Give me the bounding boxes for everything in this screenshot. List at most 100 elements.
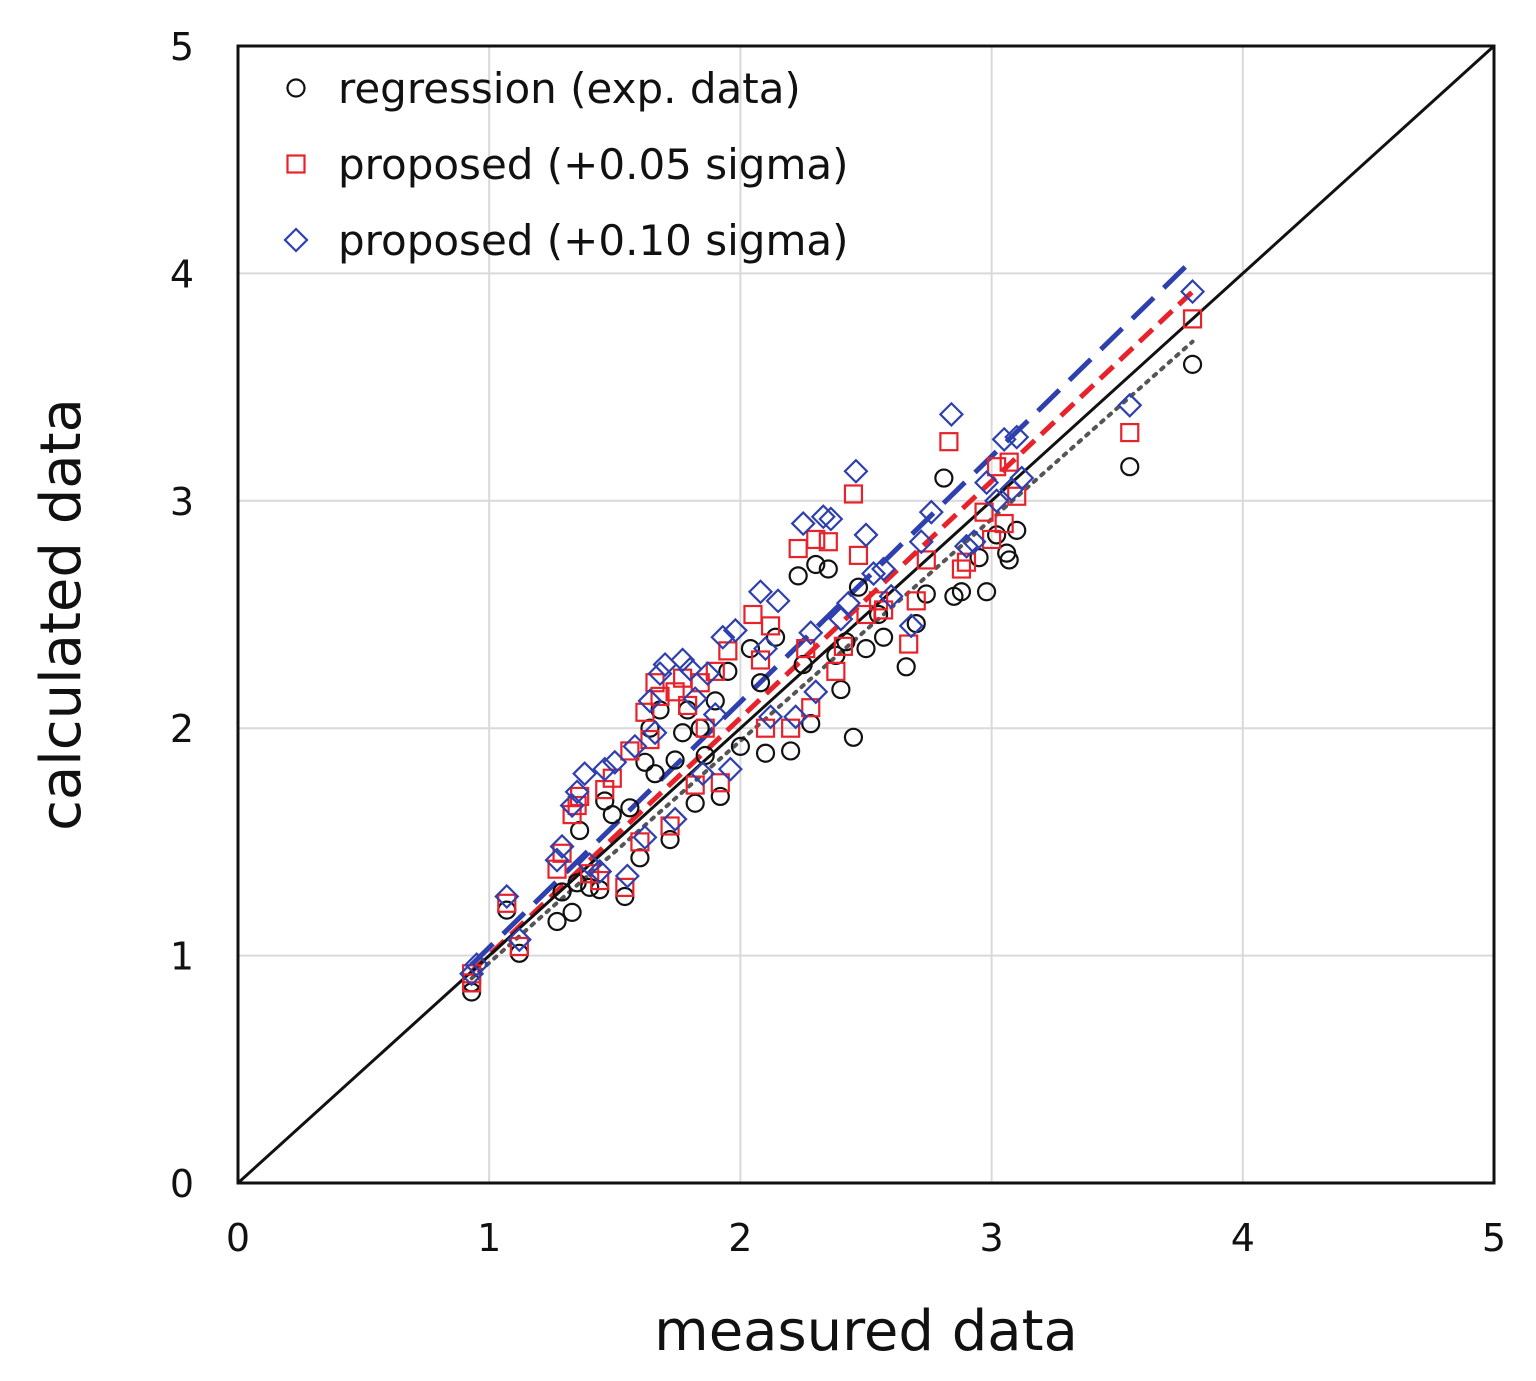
- data-point-diamond: [974, 470, 1000, 496]
- data-point-diamond: [622, 733, 648, 759]
- data-point-circle: [836, 632, 856, 652]
- data-point-circle: [951, 582, 972, 602]
- data-point-diamond: [710, 624, 736, 650]
- data-point-diamond: [464, 952, 490, 978]
- x-tick-label: 2: [728, 1216, 752, 1260]
- y-tick-label: 3: [170, 480, 194, 524]
- data-point-square: [951, 559, 972, 579]
- data-point-circle: [580, 877, 600, 897]
- x-tick-label: 0: [226, 1216, 250, 1260]
- data-point-square: [743, 604, 763, 625]
- y-axis-title: calculated data: [29, 398, 94, 831]
- data-point-circle: [547, 911, 567, 932]
- data-point-circle: [1007, 520, 1027, 540]
- x-tick-label: 4: [1231, 1216, 1255, 1260]
- data-point-diamond: [810, 504, 836, 530]
- legend-marker-square: [286, 154, 306, 174]
- data-point-circle: [630, 848, 650, 868]
- data-point-diamond: [592, 756, 618, 782]
- data-point-square: [848, 545, 869, 565]
- data-point-diamond: [690, 761, 716, 787]
- data-point-circle: [730, 736, 751, 756]
- y-tick-labels: 0 1 2 3 4 5: [170, 25, 194, 1206]
- data-point-circle: [562, 902, 582, 922]
- data-point-diamond: [747, 579, 774, 605]
- data-point-diamond: [953, 533, 980, 559]
- data-point-circle: [552, 882, 572, 902]
- data-point-diamond: [577, 852, 603, 878]
- data-point-diamond: [1117, 392, 1143, 418]
- data-point-square: [1120, 422, 1140, 443]
- data-point-circle: [645, 764, 665, 784]
- data-point-square: [755, 718, 776, 738]
- data-point-diamond: [662, 806, 688, 832]
- grid-lines: [238, 46, 1494, 1183]
- data-point-circle: [868, 604, 889, 625]
- data-point-circle: [873, 627, 894, 647]
- data-point-diamond: [908, 529, 934, 555]
- data-point-square: [788, 538, 808, 559]
- data-point-diamond: [564, 779, 590, 805]
- data-point-diamond: [853, 522, 879, 548]
- legend-marker-diamond: [283, 227, 309, 253]
- data-point-diamond: [803, 679, 829, 705]
- data-point-circle: [916, 584, 936, 604]
- data-point-circle: [896, 657, 916, 677]
- data-point-diamond: [682, 686, 708, 712]
- data-point-square: [916, 550, 936, 570]
- data-point-diamond: [860, 561, 887, 587]
- data-point-square: [987, 457, 1007, 477]
- data-point-square: [615, 877, 635, 897]
- data-point-diamond: [677, 656, 703, 682]
- data-point-square: [781, 718, 801, 738]
- plot-frame: [236, 44, 1496, 1185]
- data-point-diamond: [587, 858, 613, 885]
- data-point-circle: [635, 752, 655, 772]
- data-point-square: [620, 741, 640, 761]
- data-point-circle: [848, 577, 869, 597]
- legend-label: proposed (+0.05 sigma): [338, 140, 848, 189]
- data-point-diamond: [506, 927, 532, 953]
- legend-item: proposed (+0.05 sigma): [286, 140, 848, 189]
- data-point-diamond: [614, 863, 640, 889]
- data-point-diamond: [991, 426, 1017, 452]
- data-point-diamond: [647, 661, 673, 687]
- data-point-diamond: [637, 688, 663, 714]
- data-point-diamond: [717, 756, 743, 782]
- data-point-circle: [705, 691, 725, 711]
- x-tick-label: 1: [477, 1216, 501, 1260]
- data-point-diamond: [918, 499, 944, 525]
- legend-item: regression (exp. data): [286, 64, 801, 113]
- data-point-circle: [765, 627, 786, 647]
- data-point-diamond: [642, 720, 668, 746]
- one-to-one-line: [236, 44, 1496, 1185]
- data-point-diamond: [459, 961, 485, 987]
- data-point-circle: [665, 750, 685, 770]
- data-point-square: [695, 718, 715, 738]
- trendline-dotted: [469, 339, 1195, 981]
- data-point-circle: [685, 793, 705, 813]
- data-point-square: [509, 936, 529, 957]
- series-diamond: [459, 279, 1206, 987]
- data-point-circle: [620, 798, 640, 818]
- data-point-diamond: [695, 661, 721, 687]
- y-tick-label: 5: [170, 25, 194, 69]
- data-point-square: [718, 641, 738, 661]
- y-tick-label: 0: [170, 1162, 194, 1206]
- data-point-circle: [660, 830, 680, 850]
- data-point-square: [635, 702, 655, 722]
- data-point-square: [497, 893, 517, 913]
- data-point-diamond: [1180, 279, 1206, 305]
- data-point-square: [833, 636, 853, 656]
- data-point-square: [899, 634, 919, 654]
- data-point-diamond: [938, 401, 964, 427]
- data-point-circle: [497, 900, 517, 920]
- trendlines: [469, 257, 1195, 981]
- data-point-circle: [755, 743, 776, 763]
- data-point-square: [818, 532, 838, 552]
- data-point-circle: [806, 554, 826, 575]
- data-point-diamond: [752, 636, 779, 662]
- data-point-square: [974, 502, 994, 522]
- data-point-circle: [934, 468, 954, 488]
